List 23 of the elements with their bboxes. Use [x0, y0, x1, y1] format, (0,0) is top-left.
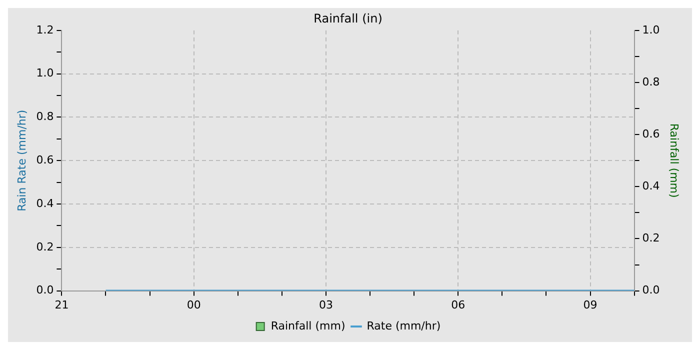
- x-tick-label: 00: [186, 298, 201, 312]
- y-tick-label: 1.0: [36, 66, 54, 80]
- y-tick-label: 0.0: [36, 284, 54, 297]
- y2-tick-label: 1.0: [642, 23, 660, 36]
- y-tick-label: 0.8: [36, 110, 54, 124]
- y2-tick-label: 0.0: [642, 284, 660, 297]
- y2-tick-label: 0.6: [642, 127, 660, 140]
- y2-tick-label: 0.8: [642, 75, 660, 88]
- y-tick-label: 0.4: [36, 196, 54, 210]
- y-axis-title: Rain Rate (mm/hr): [15, 110, 28, 212]
- x-tick-label: 06: [451, 298, 466, 312]
- y2-tick-label: 0.2: [642, 232, 660, 245]
- chart-title: Rainfall (in): [314, 11, 382, 26]
- legend-label: Rainfall (mm): [270, 319, 346, 332]
- y2-tick-label: 0.4: [642, 180, 660, 192]
- y-tick-label: 1.2: [36, 23, 54, 36]
- x-tick-label: 21: [54, 298, 69, 312]
- x-tick-label: 09: [583, 298, 598, 312]
- y-tick-label: 0.2: [36, 240, 54, 254]
- y-tick-label: 0.6: [36, 153, 54, 166]
- x-tick-label: 03: [318, 298, 333, 312]
- y2-axis-title: Rainfall (mm): [668, 123, 681, 198]
- legend-label: Rate (mm/hr): [366, 319, 441, 332]
